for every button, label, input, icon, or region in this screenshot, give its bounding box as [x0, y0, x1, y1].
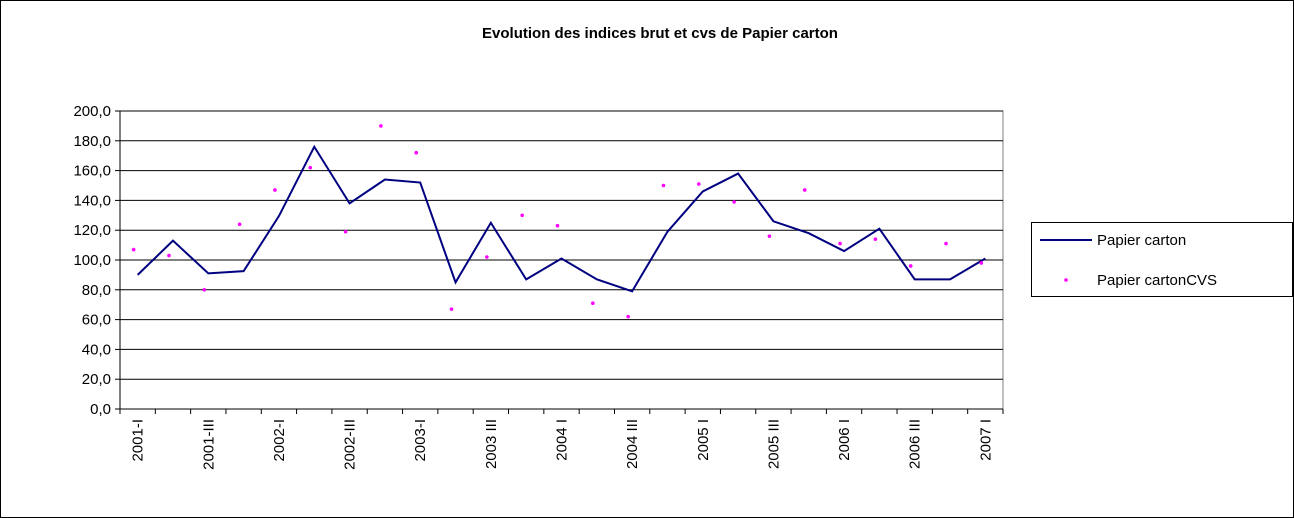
data-point	[167, 253, 171, 258]
data-point	[273, 188, 277, 192]
y-tick-label: 100,0	[73, 252, 111, 269]
data-point	[379, 124, 383, 128]
x-tick-label: 2001-III	[200, 419, 217, 470]
data-point	[414, 150, 419, 155]
y-tick-label: 200,0	[73, 103, 111, 120]
legend-box	[1031, 222, 1293, 297]
data-point	[555, 223, 560, 228]
x-tick-label: 2006 I	[836, 419, 853, 461]
data-point	[343, 229, 348, 234]
y-tick-label: 40,0	[82, 341, 111, 358]
data-point	[908, 264, 913, 268]
data-point	[661, 183, 666, 188]
legend-label: Papier cartonCVS	[1097, 272, 1217, 289]
legend-swatch	[1064, 278, 1068, 282]
x-tick-label: 2002-III	[342, 419, 359, 470]
y-tick-label: 140,0	[73, 192, 111, 209]
data-point	[449, 307, 454, 311]
data-point	[732, 200, 736, 204]
x-tick-label: 2006 III	[907, 419, 924, 469]
x-tick-label: 2005 III	[765, 419, 782, 469]
x-tick-label: 2003-I	[412, 419, 429, 462]
data-point	[308, 165, 313, 170]
data-point	[626, 314, 630, 319]
x-tick-label: 2005 I	[695, 419, 712, 461]
chart-title: Evolution des indices brut et cvs de Pap…	[482, 25, 838, 42]
y-tick-label: 80,0	[82, 282, 111, 299]
y-tick-label: 160,0	[73, 163, 111, 180]
x-tick-label: 2007 I	[977, 419, 994, 461]
data-point	[873, 237, 878, 241]
y-tick-label: 180,0	[73, 133, 111, 150]
data-point	[520, 213, 524, 218]
x-tick-label: 2004 III	[624, 419, 641, 469]
data-point	[485, 255, 489, 259]
data-point	[802, 188, 807, 192]
y-tick-label: 60,0	[82, 312, 111, 329]
x-tick-label: 2001-I	[130, 419, 147, 462]
y-tick-label: 20,0	[82, 371, 111, 388]
legend-label: Papier carton	[1097, 232, 1186, 249]
y-tick-label: 0,0	[90, 401, 111, 418]
data-point	[944, 241, 948, 246]
data-point	[237, 222, 242, 227]
data-point	[838, 241, 842, 246]
data-point	[696, 182, 701, 186]
x-tick-label: 2002-I	[271, 419, 288, 462]
x-tick-label: 2004 I	[554, 419, 571, 461]
data-point	[767, 234, 772, 238]
y-tick-label: 120,0	[73, 222, 111, 239]
x-tick-label: 2003 III	[483, 419, 500, 469]
data-point	[591, 301, 595, 306]
data-point	[979, 261, 984, 265]
data-point	[131, 247, 136, 252]
data-point	[202, 288, 207, 292]
data-line	[136, 144, 986, 293]
